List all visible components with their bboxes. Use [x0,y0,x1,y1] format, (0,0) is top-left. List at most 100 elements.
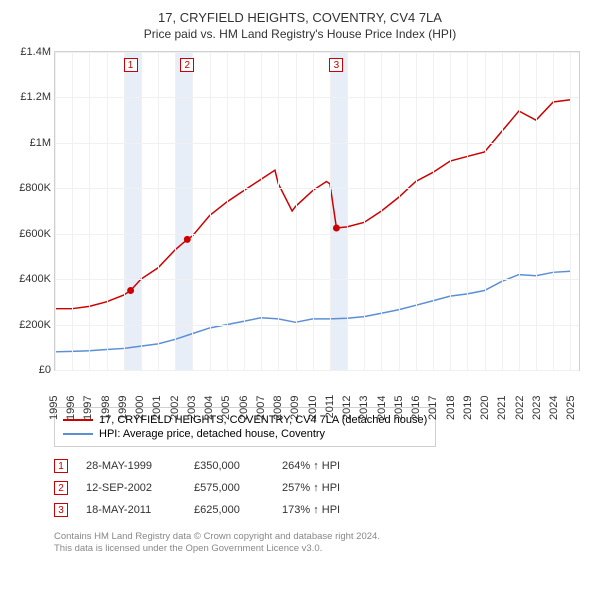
legend-label: HPI: Average price, detached house, Cove… [99,428,325,440]
gridline-v [158,52,159,370]
sale-marker-badge: 2 [180,58,194,72]
sale-marker-badge: 3 [329,58,343,72]
x-axis-label: 1999 [117,395,129,419]
y-axis-label: £200K [11,319,51,331]
chart-title: 17, CRYFIELD HEIGHTS, COVENTRY, CV4 7LA [12,10,588,25]
gridline-v [107,52,108,370]
y-axis-label: £1.2M [11,91,51,103]
gridline-v [347,52,348,370]
gridline-v [450,52,451,370]
x-axis-label: 2009 [289,395,301,419]
x-axis-label: 2000 [134,395,146,419]
x-axis-label: 2012 [341,395,353,419]
x-axis-label: 2008 [272,395,284,419]
gridline-h [55,325,579,326]
gridline-v [553,52,554,370]
x-axis-label: 2019 [462,395,474,419]
x-axis-label: 2021 [496,395,508,419]
gridline-v [364,52,365,370]
sale-row: 3 18-MAY-2011 £625,000 173% ↑ HPI [54,499,588,521]
legend-item: HPI: Average price, detached house, Cove… [63,427,427,441]
chart-subtitle: Price paid vs. HM Land Registry's House … [12,27,588,41]
x-axis-label: 2014 [376,395,388,419]
gridline-h [55,370,579,371]
gridline-v [416,52,417,370]
sale-pct-vs-hpi: 173% ↑ HPI [282,504,372,516]
sale-price: £350,000 [194,460,264,472]
x-axis-label: 2003 [186,395,198,419]
sale-date: 18-MAY-2011 [86,504,176,516]
gridline-h [55,188,579,189]
x-axis-label: 2004 [203,395,215,419]
sale-row-badge: 3 [54,503,68,517]
footer-line-2: This data is licensed under the Open Gov… [54,543,588,555]
x-axis-label: 1997 [82,395,94,419]
footer-attribution: Contains HM Land Registry data © Crown c… [54,531,588,556]
gridline-v [519,52,520,370]
sale-marker-dot [333,225,340,232]
y-axis-label: £0 [11,364,51,376]
sale-price: £575,000 [194,482,264,494]
chart-area: £0£200K£400K£600K£800K£1M£1.2M£1.4M123 1… [54,51,580,391]
sale-pct-vs-hpi: 257% ↑ HPI [282,482,372,494]
gridline-v [124,52,125,370]
sale-row: 1 28-MAY-1999 £350,000 264% ↑ HPI [54,455,588,477]
sales-table: 1 28-MAY-1999 £350,000 264% ↑ HPI 2 12-SEP-20… [54,455,588,521]
gridline-h [55,279,579,280]
x-axis-label: 2017 [427,395,439,419]
x-axis-label: 2006 [238,395,250,419]
sale-row-badge: 2 [54,481,68,495]
x-axis-label: 2011 [324,395,336,419]
x-axis-label: 1998 [100,395,112,419]
gridline-h [55,234,579,235]
x-axis-label: 2010 [307,395,319,419]
gridline-v [467,52,468,370]
sale-date: 12-SEP-2002 [86,482,176,494]
gridline-h [55,97,579,98]
y-axis-label: £400K [11,273,51,285]
gridline-v [210,52,211,370]
gridline-v [502,52,503,370]
gridline-v [55,52,56,370]
x-axis-label: 2020 [479,395,491,419]
y-axis-label: £1.4M [11,46,51,58]
x-axis-label: 2007 [255,395,267,419]
sale-price: £625,000 [194,504,264,516]
gridline-v [296,52,297,370]
gridline-h [55,143,579,144]
gridline-v [278,52,279,370]
x-axis-label: 2018 [445,395,457,419]
x-axis-label: 2015 [393,395,405,419]
y-axis-label: £800K [11,182,51,194]
x-axis-label: 2022 [514,395,526,419]
gridline-v [485,52,486,370]
gridline-v [72,52,73,370]
gridline-v [381,52,382,370]
x-axis-label: 2016 [410,395,422,419]
gridline-v [175,52,176,370]
gridline-h [55,52,579,53]
y-axis-label: £1M [11,137,51,149]
x-axis-label: 2002 [169,395,181,419]
x-axis-label: 2001 [151,395,163,419]
x-axis-label: 2025 [565,395,577,419]
gridline-v [141,52,142,370]
sale-pct-vs-hpi: 264% ↑ HPI [282,460,372,472]
gridline-v [227,52,228,370]
gridline-v [192,52,193,370]
gridline-v [261,52,262,370]
x-axis-label: 2005 [220,395,232,419]
sale-date: 28-MAY-1999 [86,460,176,472]
chart-container: 17, CRYFIELD HEIGHTS, COVENTRY, CV4 7LA … [0,0,600,566]
legend-swatch [63,433,93,435]
x-axis-label: 2024 [548,395,560,419]
gridline-v [399,52,400,370]
sale-row: 2 12-SEP-2002 £575,000 257% ↑ HPI [54,477,588,499]
sale-marker-dot [127,287,134,294]
x-axis-label: 2013 [358,395,370,419]
gridline-v [89,52,90,370]
sale-row-badge: 1 [54,459,68,473]
gridline-v [244,52,245,370]
gridline-v [570,52,571,370]
x-axis-label: 2023 [531,395,543,419]
